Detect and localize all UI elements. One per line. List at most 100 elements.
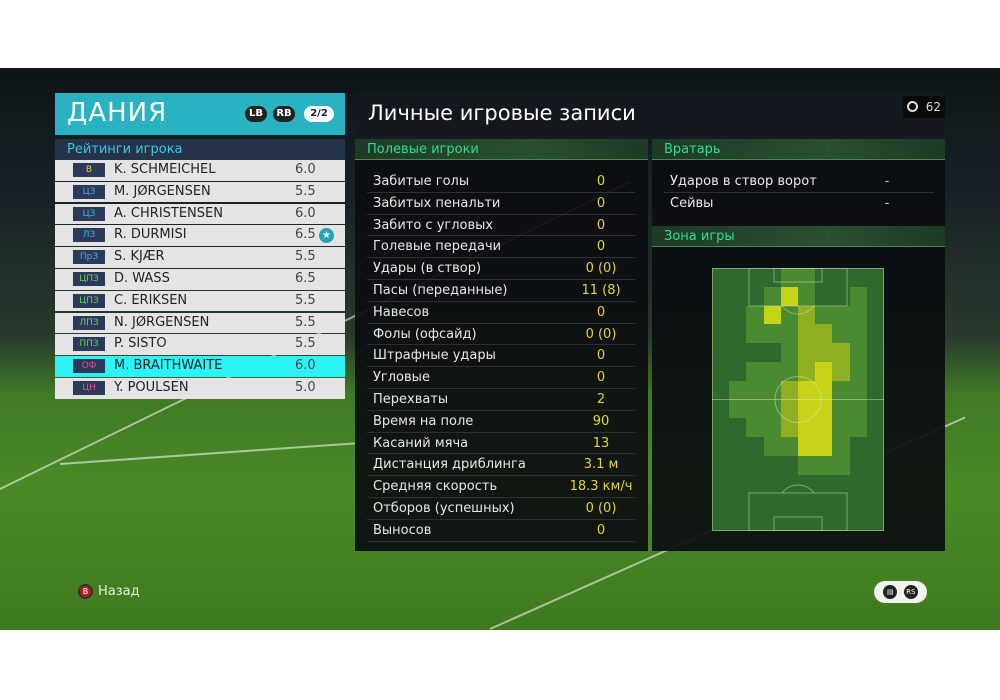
stat-value: 0 bbox=[596, 195, 606, 211]
heatmap-cell bbox=[763, 268, 781, 287]
stat-value: 0 (0) bbox=[585, 326, 617, 342]
stat-row: Штрафные удары 0 bbox=[367, 345, 635, 368]
player-rating: 5.5 bbox=[295, 249, 316, 265]
heatmap-cell bbox=[849, 286, 867, 306]
rs-button-icon[interactable]: RS bbox=[903, 585, 918, 599]
heatmap-cell bbox=[746, 399, 764, 419]
player-row[interactable]: ЛЗ R. DURMISI 6.5 ★ bbox=[55, 225, 345, 246]
stat-row: Перехваты 2 bbox=[367, 389, 635, 411]
heatmap-cell bbox=[729, 399, 747, 419]
heatmap-cell bbox=[849, 343, 867, 362]
player-row[interactable]: ЦПЗ C. ERIKSEN 5.5 bbox=[55, 290, 345, 312]
goalkeeper-panel: Вратарь Ударов в створ ворот - Сейвы - Зона… bbox=[652, 139, 945, 551]
lb-button[interactable]: LB bbox=[245, 106, 267, 122]
heatmap-cell bbox=[832, 418, 850, 438]
player-row[interactable]: ППЗ P. SISTO 5.5 bbox=[55, 334, 345, 355]
stat-label: Отборов (успешных) bbox=[373, 501, 515, 516]
stat-row: Удары (в створ) 0 (0) bbox=[367, 258, 635, 280]
heatmap-cell bbox=[746, 380, 764, 400]
heatmap-cell bbox=[780, 493, 798, 513]
heatmap-cell bbox=[712, 343, 730, 362]
stat-value: - bbox=[884, 196, 890, 211]
heatmap-cell bbox=[815, 493, 833, 513]
heatmap-cell bbox=[798, 474, 816, 494]
heatmap-cell bbox=[798, 324, 816, 344]
team-name: ДАНИЯ bbox=[67, 98, 168, 128]
heatmap-cell bbox=[746, 474, 764, 494]
star-icon: ★ bbox=[319, 228, 334, 244]
play-zone-header: Зона игры bbox=[652, 226, 945, 247]
player-row[interactable]: В K. SCHMEICHEL 6.0 bbox=[55, 160, 345, 181]
heatmap-cell bbox=[815, 286, 833, 306]
player-row[interactable]: ЦЗ M. JØRGENSEN 5.5 bbox=[55, 181, 345, 203]
heatmap-cell bbox=[763, 343, 781, 362]
stat-label: Время на поле bbox=[373, 413, 474, 429]
heatmap-cell bbox=[729, 455, 747, 475]
player-name: D. WASS bbox=[114, 271, 170, 286]
heatmap-cell bbox=[798, 512, 816, 531]
heatmap-cell bbox=[815, 305, 833, 325]
heatmap-cell bbox=[798, 437, 816, 456]
stat-label: Ударов в створ ворот bbox=[670, 174, 817, 189]
position-badge: ЦПЗ bbox=[73, 272, 105, 286]
heatmap-cell bbox=[729, 512, 747, 531]
ratings-header: Рейтинги игрока bbox=[55, 139, 345, 160]
heatmap-cell bbox=[746, 455, 764, 475]
heatmap-cell bbox=[849, 474, 867, 494]
heatmap-cell bbox=[849, 324, 867, 344]
heatmap bbox=[712, 268, 884, 531]
heatmap-cell bbox=[780, 324, 798, 344]
player-row[interactable]: ЦПЗ D. WASS 6.5 bbox=[55, 269, 345, 290]
player-rating: 6.0 bbox=[295, 358, 316, 374]
heatmap-cell bbox=[729, 361, 747, 381]
heatmap-cell bbox=[866, 361, 884, 381]
player-name: R. DURMISI bbox=[114, 227, 187, 243]
chat-icon[interactable]: ▤ bbox=[883, 585, 898, 599]
heatmap-cell bbox=[815, 455, 833, 475]
heatmap-cell bbox=[832, 305, 850, 325]
gk-stat-row: Ударов в створ ворот - bbox=[664, 171, 934, 193]
stat-label: Забитые голы bbox=[373, 174, 470, 189]
back-button[interactable]: B Назад bbox=[78, 584, 140, 599]
heatmap-cell bbox=[712, 399, 730, 419]
heatmap-cell bbox=[798, 305, 816, 325]
heatmap-cell bbox=[712, 437, 730, 456]
heatmap-cell bbox=[849, 512, 867, 531]
position-badge: ЛПЗ bbox=[73, 315, 105, 330]
stat-row: Время на поле 90 bbox=[367, 411, 635, 433]
heatmap-cell bbox=[866, 305, 884, 325]
heatmap-cell bbox=[832, 268, 850, 287]
stat-row: Навесов 0 bbox=[367, 302, 635, 324]
position-badge: ЦЗ bbox=[73, 206, 105, 221]
heatmap-cell bbox=[729, 268, 747, 287]
heatmap-cell bbox=[849, 380, 867, 400]
position-badge: ОФ bbox=[73, 359, 105, 374]
player-rating: 5.5 bbox=[295, 183, 316, 199]
heatmap-cell bbox=[780, 380, 798, 400]
stat-value: 90 bbox=[592, 413, 610, 429]
heatmap-cell bbox=[815, 512, 833, 531]
stat-label: Сейвы bbox=[670, 196, 714, 211]
stat-label: Пасы (переданные) bbox=[373, 283, 508, 298]
player-row[interactable]: ПрЗ S. KJÆR 5.5 bbox=[55, 247, 345, 268]
heatmap-cell bbox=[798, 268, 816, 287]
stat-value: 0 bbox=[596, 304, 606, 320]
player-row[interactable]: ЦН Y. POULSEN 5.0 bbox=[55, 378, 345, 399]
rb-button[interactable]: RB bbox=[273, 106, 295, 122]
heatmap-cell bbox=[849, 418, 867, 438]
heatmap-cell bbox=[832, 399, 850, 419]
heatmap-cell bbox=[763, 418, 781, 438]
player-row[interactable]: ОФ M. BRAITHWAITE 6.0 bbox=[55, 356, 345, 377]
player-name: Y. POULSEN bbox=[114, 380, 189, 395]
player-row[interactable]: ЦЗ A. CHRISTENSEN 6.0 bbox=[55, 203, 345, 225]
stat-label: Забито с угловых bbox=[373, 217, 494, 233]
heatmap-cell bbox=[866, 474, 884, 494]
heatmap-cell bbox=[729, 286, 747, 306]
heatmap-cell bbox=[729, 343, 747, 362]
player-name: A. CHRISTENSEN bbox=[114, 205, 223, 221]
player-name: P. SISTO bbox=[114, 336, 167, 352]
player-row[interactable]: ЛПЗ N. JØRGENSEN 5.5 bbox=[55, 312, 345, 334]
position-badge: ЦПЗ bbox=[73, 293, 105, 308]
heatmap-cell bbox=[815, 474, 833, 494]
heatmap-cell bbox=[866, 286, 884, 306]
